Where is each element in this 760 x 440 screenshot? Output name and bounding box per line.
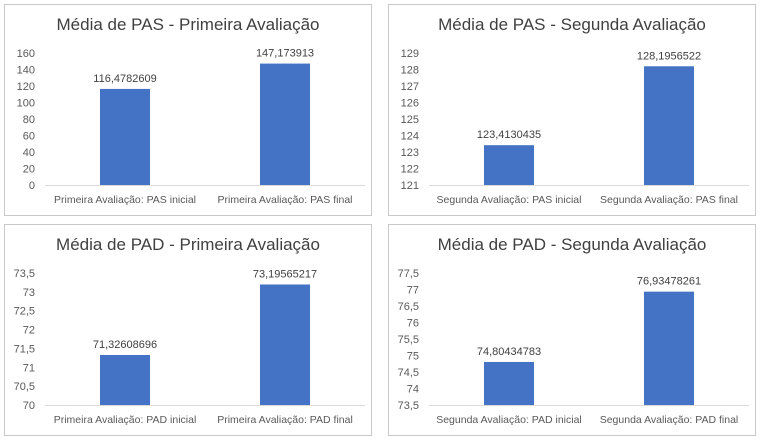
- y-tick-label: 0: [29, 180, 35, 192]
- data-label: 123,4130435: [477, 129, 541, 141]
- y-tick-label: 126: [401, 98, 419, 110]
- y-tick-label: 71,5: [14, 343, 35, 355]
- x-category-label: Primeira Avaliação: PAD final: [217, 414, 353, 426]
- y-tick-label: 77,5: [398, 268, 419, 280]
- x-category-label: Segunda Avaliação: PAS final: [600, 194, 738, 206]
- bar: [484, 145, 534, 185]
- y-tick-label: 60: [23, 131, 35, 143]
- chart-title: Média de PAS - Primeira Avaliação: [56, 15, 320, 34]
- y-tick-label: 73,5: [398, 400, 419, 412]
- y-tick-label: 124: [401, 131, 419, 143]
- y-tick-label: 20: [23, 164, 35, 176]
- bar: [644, 291, 694, 405]
- chart-panel-pad-segunda: Média de PAD - Segunda Avaliação 73,5 74 7…: [388, 224, 756, 436]
- y-tick-label: 70: [23, 400, 35, 412]
- chart-plot: 0 20 40 60 80 100 120 140 160 116,4782609 Primeira…: [17, 48, 365, 206]
- chart-plot: 121 122 123 124 125 126 127 128 129 123,4130435 Se…: [401, 48, 749, 206]
- data-label: 76,93478261: [637, 276, 701, 288]
- chart-title: Média de PAS - Segunda Avaliação: [438, 15, 706, 34]
- y-tick-label: 123: [401, 147, 419, 159]
- y-tick-label: 128: [401, 65, 419, 77]
- chart-plot: 70 70,5 71 71,5 72 72,5 73 73,5 71,32608696 Prime…: [14, 268, 365, 426]
- data-label: 147,173913: [256, 48, 314, 60]
- chart-title: Média de PAD - Segunda Avaliação: [437, 235, 707, 254]
- y-tick-label: 140: [17, 65, 35, 77]
- y-tick-label: 71: [23, 362, 35, 374]
- bar: [100, 88, 150, 185]
- y-tick-label: 76,5: [398, 301, 419, 313]
- data-label: 74,80434783: [477, 346, 541, 358]
- x-category-label: Primeira Avaliação: PAS final: [217, 194, 352, 206]
- y-tick-label: 121: [401, 180, 419, 192]
- y-tick-label: 129: [401, 48, 419, 60]
- x-category-label: Segunda Avaliação: PAD final: [600, 414, 739, 426]
- chart-panel-pas-primeira: Média de PAS - Primeira Avaliação 0 20 40 6…: [4, 4, 372, 216]
- y-tick-label: 74,5: [398, 367, 419, 379]
- y-tick-label: 72,5: [14, 306, 35, 318]
- bar: [100, 354, 150, 405]
- y-tick-label: 40: [23, 147, 35, 159]
- y-tick-label: 160: [17, 48, 35, 60]
- bar: [484, 361, 534, 405]
- x-category-label: Segunda Avaliação: PAS inicial: [437, 194, 582, 206]
- x-category-label: Primeira Avaliação: PAD inicial: [54, 414, 197, 426]
- y-tick-label: 127: [401, 81, 419, 93]
- y-tick-label: 72: [23, 325, 35, 337]
- x-category-label: Segunda Avaliação: PAD inicial: [436, 414, 582, 426]
- chart-plot: 73,5 74 74,5 75 75,5 76 76,5 77 77,5 74,80434783 S…: [398, 268, 749, 426]
- y-tick-label: 80: [23, 114, 35, 126]
- chart-panel-pas-segunda: Média de PAS - Segunda Avaliação 121 122 1…: [388, 4, 756, 216]
- y-tick-label: 75: [407, 351, 419, 363]
- y-tick-label: 76: [407, 318, 419, 330]
- bar: [260, 284, 310, 405]
- bar: [644, 66, 694, 185]
- y-tick-label: 73,5: [14, 268, 35, 280]
- y-tick-label: 70,5: [14, 381, 35, 393]
- y-tick-label: 74: [407, 384, 419, 396]
- y-tick-label: 100: [17, 98, 35, 110]
- data-label: 128,1956522: [637, 50, 701, 62]
- x-category-label: Primeira Avaliação: PAS inicial: [54, 194, 196, 206]
- y-tick-label: 120: [17, 81, 35, 93]
- data-label: 116,4782609: [93, 73, 156, 85]
- y-tick-label: 125: [401, 114, 419, 126]
- bar: [260, 63, 310, 185]
- y-tick-label: 73: [23, 287, 35, 299]
- data-label: 71,32608696: [93, 339, 157, 351]
- chart-panel-pad-primeira: Média de PAD - Primeira Avaliação 70 70,5…: [4, 224, 372, 436]
- chart-title: Média de PAD - Primeira Avaliação: [56, 235, 320, 254]
- y-tick-label: 77: [407, 285, 419, 297]
- data-label: 73,19565217: [253, 268, 317, 280]
- y-tick-label: 75,5: [398, 334, 419, 346]
- y-tick-label: 122: [401, 164, 419, 176]
